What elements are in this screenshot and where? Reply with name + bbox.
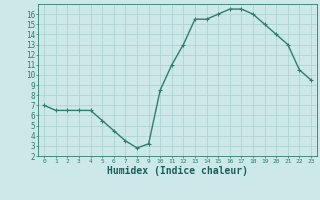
X-axis label: Humidex (Indice chaleur): Humidex (Indice chaleur) (107, 166, 248, 176)
